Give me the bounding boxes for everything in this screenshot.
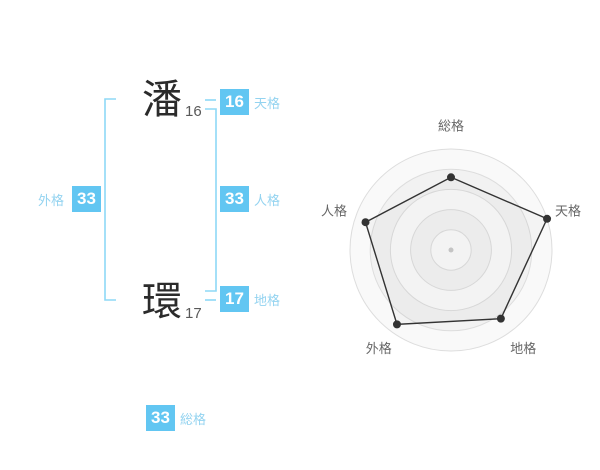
svg-text:天格: 天格: [555, 203, 581, 218]
svg-text:外格: 外格: [366, 341, 392, 356]
svg-text:総格: 総格: [438, 118, 464, 133]
svg-text:地格: 地格: [510, 341, 536, 356]
svg-text:人格: 人格: [321, 203, 347, 218]
